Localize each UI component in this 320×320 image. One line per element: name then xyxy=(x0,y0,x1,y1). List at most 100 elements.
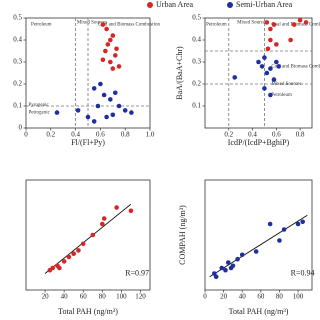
annotation: Mixed Sources xyxy=(237,21,267,26)
x-tick-label: 120 xyxy=(135,293,146,301)
point xyxy=(277,238,282,243)
y-tick-label: 0.3 xyxy=(192,58,201,66)
annotation: Petroleum xyxy=(271,93,292,98)
point xyxy=(50,265,56,271)
point xyxy=(116,103,122,109)
point xyxy=(112,53,118,58)
point xyxy=(268,66,273,71)
point xyxy=(54,110,60,115)
point xyxy=(104,114,109,120)
point xyxy=(100,57,106,63)
y-tick-label: 0.5 xyxy=(192,14,201,22)
point xyxy=(61,259,67,264)
point xyxy=(239,252,245,258)
y-tick-label: 0.5 xyxy=(13,14,22,22)
point xyxy=(75,108,81,113)
annotation: Mixed Sources xyxy=(271,82,301,87)
x-tick-label: 80 xyxy=(99,293,107,301)
point xyxy=(116,64,122,69)
point xyxy=(105,42,111,47)
point xyxy=(90,232,96,238)
annotation: Petroleum xyxy=(206,23,227,28)
x-axis-label: Fl/(Fl+Py) xyxy=(71,138,105,147)
plot-frame xyxy=(204,17,313,129)
point xyxy=(76,248,81,253)
legend-marker xyxy=(147,2,153,8)
point xyxy=(108,59,113,65)
y-tick-label: 0.4 xyxy=(192,36,201,44)
annotation: Mixed Sources xyxy=(77,21,107,26)
x-axis-label: IcdP/(IcdP+BghiP) xyxy=(228,138,290,147)
point xyxy=(274,42,279,47)
x-tick-label: 0.2 xyxy=(46,131,55,139)
x-tick-label: 20 xyxy=(42,293,50,301)
x-tick-label: 100 xyxy=(293,293,304,301)
point xyxy=(267,221,273,227)
point xyxy=(268,26,273,32)
x-tick-label: 60 xyxy=(257,293,265,301)
y-tick-label: 0.1 xyxy=(192,102,201,110)
point xyxy=(122,108,128,113)
point xyxy=(101,216,107,221)
plot-frame xyxy=(204,179,313,291)
point xyxy=(256,59,261,65)
point xyxy=(223,267,228,273)
x-tick-label: 40 xyxy=(61,293,69,301)
x-tick-label: 0.8 xyxy=(296,131,305,139)
legend-label: Semi-Urban Area xyxy=(236,0,293,9)
x-tick-label: 0.4 xyxy=(248,131,257,139)
legend-label: Urban Area xyxy=(156,0,194,9)
point xyxy=(291,22,297,27)
point xyxy=(268,92,273,98)
y-tick-label: 0.1 xyxy=(13,102,22,110)
x-tick-label: 0.6 xyxy=(272,131,281,139)
point xyxy=(271,22,277,27)
point xyxy=(235,256,240,262)
point xyxy=(57,265,62,271)
point xyxy=(104,26,109,32)
x-tick-label: 40 xyxy=(239,293,247,301)
point xyxy=(66,254,72,260)
annotation: Petroleum xyxy=(31,23,52,28)
point xyxy=(100,22,106,27)
fit-line xyxy=(209,214,308,278)
point xyxy=(297,17,303,23)
point xyxy=(103,48,108,54)
x-tick-label: 100 xyxy=(116,293,127,301)
point xyxy=(300,219,305,225)
y-tick-label: 0 xyxy=(19,124,23,132)
x-tick-label: 0.2 xyxy=(224,131,233,139)
y-tick-label: 0.3 xyxy=(13,58,22,66)
annotation: R=0.97 xyxy=(125,268,149,277)
annotation: R=0.94 xyxy=(291,268,315,277)
point xyxy=(110,66,116,71)
point xyxy=(101,92,107,98)
point xyxy=(262,86,267,91)
x-tick-label: 0.4 xyxy=(71,131,80,139)
point xyxy=(264,70,270,76)
point xyxy=(213,274,219,280)
point xyxy=(253,249,259,254)
point xyxy=(80,241,86,247)
point xyxy=(264,20,270,25)
legend-marker xyxy=(227,2,233,8)
x-tick-label: 1.0 xyxy=(146,131,155,139)
point xyxy=(128,208,134,214)
point xyxy=(225,260,231,265)
point xyxy=(281,227,287,232)
x-tick-label: 0.8 xyxy=(121,131,130,139)
point xyxy=(95,103,101,109)
point xyxy=(232,75,238,80)
point xyxy=(129,110,134,115)
x-tick-label: 20 xyxy=(220,293,228,301)
point xyxy=(85,114,91,120)
point xyxy=(100,221,105,227)
x-axis-label: Total PAH (ng/m³) xyxy=(58,307,118,316)
point xyxy=(112,90,118,96)
y-tick-label: 0.4 xyxy=(13,36,22,44)
annotation: Coal and Biomass Combustion xyxy=(98,23,161,28)
point xyxy=(295,221,301,227)
point xyxy=(268,37,273,43)
point xyxy=(114,46,119,52)
